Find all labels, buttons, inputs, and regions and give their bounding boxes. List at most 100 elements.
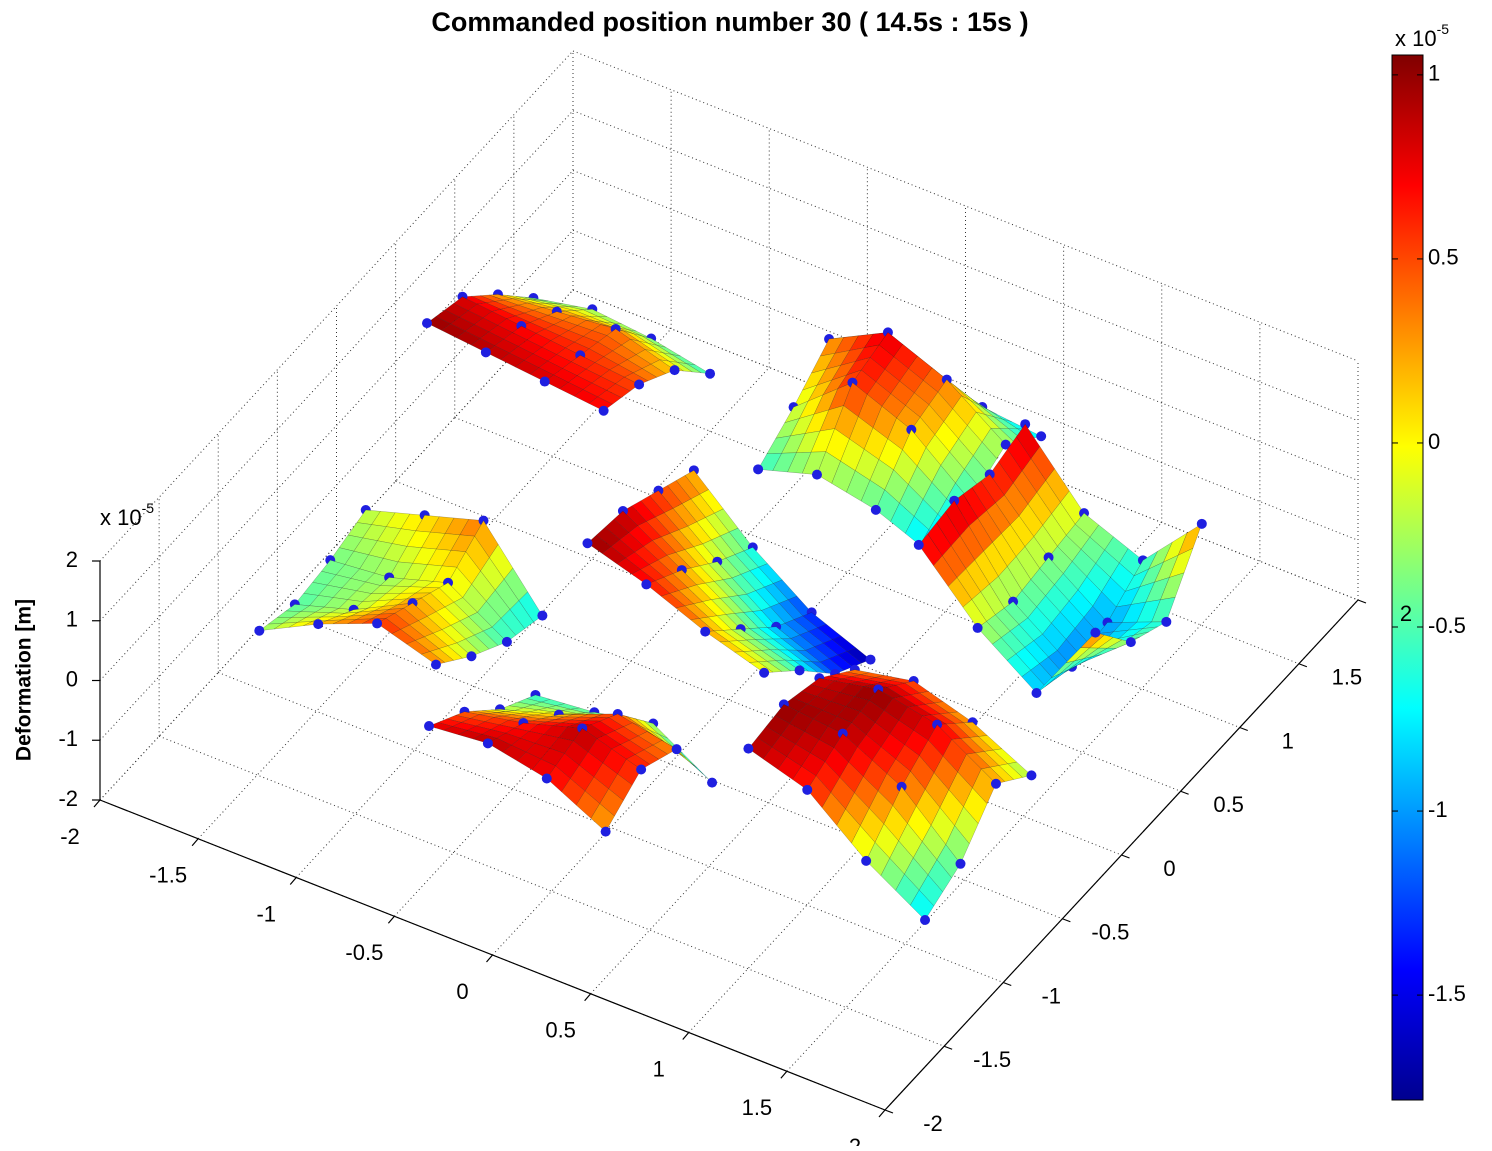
sensor-point [481, 347, 491, 357]
colorbar-exponent: x 10-5 [1395, 21, 1449, 51]
x-tick-label: -0.5 [345, 940, 383, 965]
sensor-point [956, 859, 966, 869]
z-tick-label: 1 [66, 607, 78, 632]
sensor-point [707, 778, 717, 788]
tick-mark [290, 878, 296, 885]
colorbar-tick-label: -1.5 [1428, 981, 1466, 1006]
tick-mark [1358, 600, 1366, 603]
sensor-point [871, 505, 881, 515]
exponent-base: x 10 [100, 505, 142, 530]
sensor-point [672, 744, 682, 754]
chart-title: Commanded position number 30 ( 14.5s : 1… [431, 7, 1028, 37]
tick-mark [1240, 728, 1248, 731]
sensor-point [483, 738, 493, 748]
tick-mark [388, 916, 394, 923]
sensor-point [582, 538, 592, 548]
sensor-point [914, 540, 924, 550]
sensor-point [670, 365, 680, 375]
tick-mark [585, 994, 591, 1001]
tick-mark [487, 955, 493, 962]
tick-mark [1122, 855, 1130, 858]
sensor-point [313, 619, 323, 629]
sensor-point [466, 651, 476, 661]
sensor-point [700, 627, 710, 637]
sensor-point [743, 744, 753, 754]
y-tick-label: 2 [1400, 601, 1412, 626]
colorbar-tick-label: 0.5 [1428, 245, 1459, 270]
grid-line [573, 111, 1358, 421]
x-tick-label: 1 [653, 1056, 665, 1081]
sensor-point [1036, 431, 1046, 441]
axis-line [100, 800, 885, 1110]
tick-mark [885, 1110, 893, 1113]
sensor-point [502, 637, 512, 647]
sensor-point [1126, 637, 1136, 647]
z-exponent: x 10-5 [100, 500, 154, 530]
y-tick-label: 1.5 [1332, 665, 1363, 690]
y-tick-label: -1 [1041, 983, 1061, 1008]
colorbar-tick-label: 1 [1428, 61, 1440, 86]
tick-mark [683, 1033, 689, 1040]
z-tick-label: -2 [58, 786, 78, 811]
z-tick-label: 2 [66, 547, 78, 572]
sensor-point [795, 665, 805, 675]
sensor-point [1090, 628, 1100, 638]
sensor-point [866, 655, 876, 665]
sensor-point [372, 618, 382, 628]
sensor-point [920, 915, 930, 925]
y-tick-label: 0 [1163, 856, 1175, 881]
sensor-point [1161, 617, 1171, 627]
tick-mark [1003, 983, 1011, 986]
sensor-point [636, 765, 646, 775]
colorbar-tick-label: -1 [1428, 797, 1448, 822]
colorbar-tick-label: -0.5 [1428, 613, 1466, 638]
sensor-point [1026, 770, 1036, 780]
x-tick-label: -1.5 [149, 863, 187, 888]
y-tick-label: 0.5 [1213, 792, 1244, 817]
z-axis-label: Deformation [m] [13, 599, 36, 761]
x-tick-label: 1.5 [742, 1095, 773, 1120]
sensor-point [422, 318, 432, 328]
sensor-point [753, 464, 763, 474]
chart: Commanded position number 30 ( 14.5s : 1… [0, 0, 1492, 1146]
colorbar-tick-label: 0 [1428, 429, 1440, 454]
y-tick-label: -0.5 [1091, 920, 1129, 945]
tick-mark [944, 1046, 952, 1049]
sensor-point [641, 579, 651, 589]
sensor-point [861, 856, 871, 866]
sensor-point [1197, 519, 1207, 529]
x-tick-label: -1 [256, 901, 276, 926]
y-tick-label: -1.5 [973, 1047, 1011, 1072]
y-tick-label: 1 [1282, 728, 1294, 753]
x-tick-label: 2 [849, 1134, 861, 1146]
sensor-point [601, 827, 611, 837]
x-tick-label: 0.5 [545, 1018, 576, 1043]
sensor-point [542, 774, 552, 784]
sensor-point [759, 668, 769, 678]
tick-mark [94, 800, 100, 807]
sensor-point [540, 377, 550, 387]
z-tick-label: 0 [66, 666, 78, 691]
colorbar [1392, 55, 1423, 1100]
tick-mark [1062, 919, 1070, 922]
sensor-point [973, 623, 983, 633]
sensor-point [431, 660, 441, 670]
exponent-power: -5 [142, 500, 155, 516]
tick-mark [879, 1110, 885, 1117]
sensor-point [802, 785, 812, 795]
sensor-point [424, 721, 434, 731]
sensor-point [812, 470, 822, 480]
x-tick-label: 0 [456, 979, 468, 1004]
sensor-point [991, 779, 1001, 789]
tick-mark [1181, 791, 1189, 794]
sensor-point [705, 369, 715, 379]
sensor-point [1032, 688, 1042, 698]
exponent-power: -5 [1437, 21, 1450, 37]
tick-mark [1299, 664, 1307, 667]
tick-mark [192, 839, 198, 846]
x-tick-label: -2 [60, 824, 80, 849]
y-tick-label: -2 [923, 1111, 943, 1136]
sensor-point [599, 406, 609, 416]
sensor-point [537, 611, 547, 621]
tick-mark [781, 1071, 787, 1078]
